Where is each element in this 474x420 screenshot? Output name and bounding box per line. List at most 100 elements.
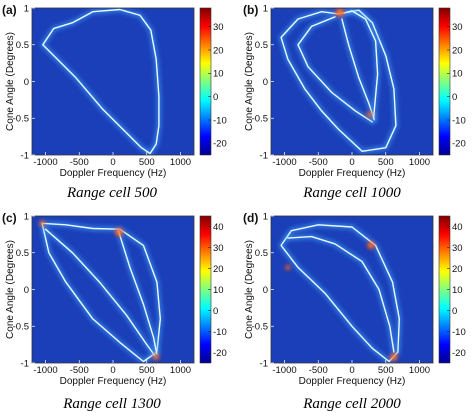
- ridge-line-1: [287, 235, 395, 353]
- x-axis-label: Doppler Frequency (Hz): [299, 168, 406, 179]
- ridge-line-3: [343, 10, 379, 119]
- y-tick-label: -1: [260, 150, 268, 161]
- colorbar-tick-label: 20: [452, 45, 463, 56]
- y-tick-label: 0.5: [255, 248, 268, 259]
- panel-label: (d): [243, 211, 258, 225]
- ridge-line-1: [44, 228, 156, 357]
- hotspot-2: [37, 218, 47, 228]
- y-tick-label: -0.5: [13, 114, 29, 125]
- colorbar-tick-label: -10: [452, 115, 466, 126]
- x-tick-label: -1000: [33, 157, 57, 168]
- colorbar-tick-label: 30: [452, 22, 463, 33]
- y-tick-label: -1: [21, 150, 29, 161]
- hotspot-2: [283, 263, 293, 272]
- ridge-line-1: [297, 16, 373, 123]
- colorbar-tick-label: -10: [213, 327, 227, 338]
- x-tick-label: 1000: [170, 365, 191, 376]
- y-tick-label: 0.5: [16, 40, 29, 51]
- x-tick-label: 1000: [409, 365, 430, 376]
- x-tick-label: 1000: [170, 157, 191, 168]
- hotspot-1: [388, 351, 400, 363]
- plot-area: [278, 222, 402, 363]
- x-tick-label: 0: [349, 157, 354, 168]
- ridge-line-2: [341, 18, 375, 121]
- panel-label: (a): [2, 3, 17, 17]
- colorbar-tick-label: 10: [452, 285, 463, 296]
- x-axis-label: Doppler Frequency (Hz): [299, 376, 406, 387]
- hotspot-0: [365, 240, 377, 251]
- x-tick-label: 1000: [409, 157, 430, 168]
- colorbar-tick-label: 10: [452, 69, 463, 80]
- y-axis-label: Cone Angle (Degrees): [5, 240, 16, 339]
- ridge-line-2: [117, 230, 158, 355]
- panel-caption: Range cell 500: [66, 185, 157, 201]
- plot-background: [32, 8, 194, 155]
- y-tick-label: 1: [263, 211, 268, 222]
- colorbar: [438, 7, 451, 156]
- hotspot-1: [365, 110, 375, 120]
- ridge-line-0: [41, 222, 161, 363]
- y-axis-label: Cone Angle (Degrees): [244, 240, 255, 339]
- y-tick-label: 1: [263, 3, 268, 14]
- x-tick-label: 500: [378, 365, 394, 376]
- y-tick-label: 0.5: [255, 40, 268, 51]
- x-tick-label: 500: [139, 157, 155, 168]
- x-tick-label: -1000: [272, 365, 296, 376]
- y-tick-label: -0.5: [252, 114, 268, 125]
- colorbar-tick-label: 20: [452, 264, 463, 275]
- colorbar-tick-label: 20: [213, 264, 224, 275]
- x-tick-label: 0: [349, 365, 354, 376]
- colorbar-tick-label: 30: [213, 243, 224, 254]
- y-tick-label: 1: [24, 211, 29, 222]
- colorbar-tick-label: 40: [452, 222, 463, 233]
- x-tick-label: 500: [139, 365, 155, 376]
- colorbar-tick-label: 40: [213, 222, 224, 233]
- y-axis-label: Cone Angle (Degrees): [244, 32, 255, 131]
- x-tick-label: 0: [110, 365, 115, 376]
- x-tick-label: -1000: [272, 157, 296, 168]
- colorbar-tick-label: 0: [452, 306, 457, 317]
- plot-area: [37, 218, 163, 363]
- ridge-line-0: [280, 224, 400, 363]
- colorbar-tick-label: 0: [452, 92, 457, 103]
- panel-3: -1000 -500 0 500 1000 1 0.5 0 -0.5 -1 Doppler Freq…: [243, 211, 466, 412]
- x-axis-label: Doppler Frequency (Hz): [60, 376, 167, 387]
- y-tick-label: -1: [260, 358, 268, 369]
- x-tick-label: 0: [110, 157, 115, 168]
- plot-background: [271, 8, 433, 155]
- x-tick-label: -500: [70, 365, 89, 376]
- x-tick-label: -500: [309, 365, 328, 376]
- y-axis-label: Cone Angle (Degrees): [5, 32, 16, 131]
- y-tick-label: 1: [24, 3, 29, 14]
- colorbar-tick-label: 20: [213, 45, 224, 56]
- panel-caption: Range cell 1000: [302, 185, 401, 201]
- x-tick-label: -1000: [33, 365, 57, 376]
- colorbar-tick-label: 30: [452, 243, 463, 254]
- colorbar-tick-label: -20: [213, 139, 227, 150]
- ridge-line-0: [42, 8, 160, 155]
- hotspot-1: [151, 352, 161, 362]
- plot-area: [278, 8, 399, 154]
- y-tick-label: -0.5: [13, 322, 29, 333]
- panel-1: -1000 -500 0 500 1000 1 0.5 0 -0.5 -1 Doppler Freq…: [243, 3, 466, 201]
- ridge-line-0: [280, 9, 397, 152]
- x-tick-label: -500: [309, 157, 328, 168]
- y-tick-label: 0: [263, 285, 268, 296]
- colorbar-tick-label: 10: [213, 69, 224, 80]
- panel-0: -1000 -500 0 500 1000 1 0.5 0 -0.5 -1 Doppler Freq…: [2, 3, 227, 201]
- y-tick-label: -0.5: [252, 322, 268, 333]
- y-tick-label: 0.5: [16, 248, 29, 259]
- colorbar-tick-label: -20: [452, 348, 466, 359]
- colorbar-tick-label: 30: [213, 22, 224, 33]
- panel-label: (c): [2, 211, 17, 225]
- colorbar-tick-label: -10: [452, 327, 466, 338]
- y-tick-label: 0: [24, 285, 29, 296]
- colorbar-tick-label: 0: [213, 306, 218, 317]
- hotspot-0: [113, 226, 125, 238]
- panel-caption: Range cell 2000: [302, 396, 401, 412]
- y-tick-label: 0: [24, 77, 29, 88]
- x-tick-label: 500: [378, 157, 394, 168]
- hotspot-0: [333, 8, 346, 19]
- y-tick-label: -1: [21, 358, 29, 369]
